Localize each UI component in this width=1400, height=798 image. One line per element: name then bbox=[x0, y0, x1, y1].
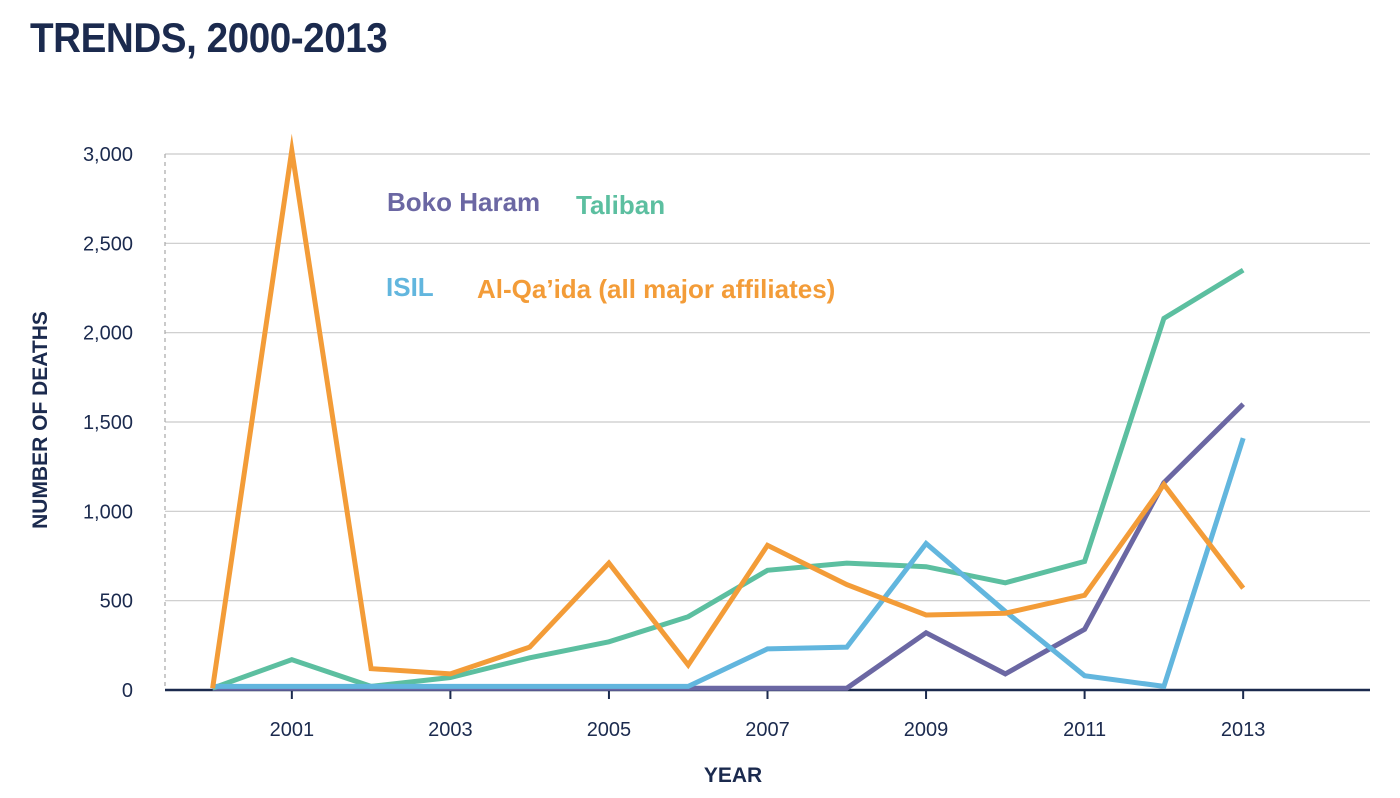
y-tick-label: 0 bbox=[122, 680, 133, 702]
series-line-al-qa-ida-all-major-affiliates bbox=[210, 133, 1246, 689]
y-tick-label: 500 bbox=[100, 591, 133, 613]
legend-entry: Boko Haram bbox=[387, 187, 540, 217]
chart-title: TRENDS, 2000-2013 bbox=[30, 14, 388, 61]
legend-entry: Taliban bbox=[576, 190, 665, 220]
x-tick-label: 2005 bbox=[587, 719, 632, 741]
legend-entry: ISIL bbox=[386, 272, 434, 302]
x-tick-label: 2001 bbox=[270, 719, 315, 741]
y-axis-title: NUMBER OF DEATHS bbox=[29, 311, 52, 529]
series-lines bbox=[210, 133, 1246, 691]
y-tick-label: 2,500 bbox=[83, 233, 133, 255]
legend-entry: Al-Qa’ida (all major affiliates) bbox=[477, 274, 835, 304]
x-tick-label: 2009 bbox=[904, 719, 949, 741]
series-line-isil bbox=[212, 437, 1246, 690]
y-tick-label: 1,500 bbox=[83, 412, 133, 434]
x-tick-label: 2011 bbox=[1063, 719, 1106, 741]
x-axis-title: YEAR bbox=[704, 764, 762, 787]
x-tick-label: 2013 bbox=[1221, 719, 1266, 741]
y-tick-label: 2,000 bbox=[83, 323, 133, 345]
x-tick-label: 2007 bbox=[745, 719, 790, 741]
y-tick-label: 1,000 bbox=[83, 501, 133, 523]
legend: Boko Haram Taliban ISIL Al-Qa’ida (all majo… bbox=[386, 187, 835, 304]
y-tick-label: 3,000 bbox=[83, 144, 133, 166]
x-tick-label: 2003 bbox=[428, 719, 473, 741]
gridlines bbox=[165, 153, 1370, 602]
